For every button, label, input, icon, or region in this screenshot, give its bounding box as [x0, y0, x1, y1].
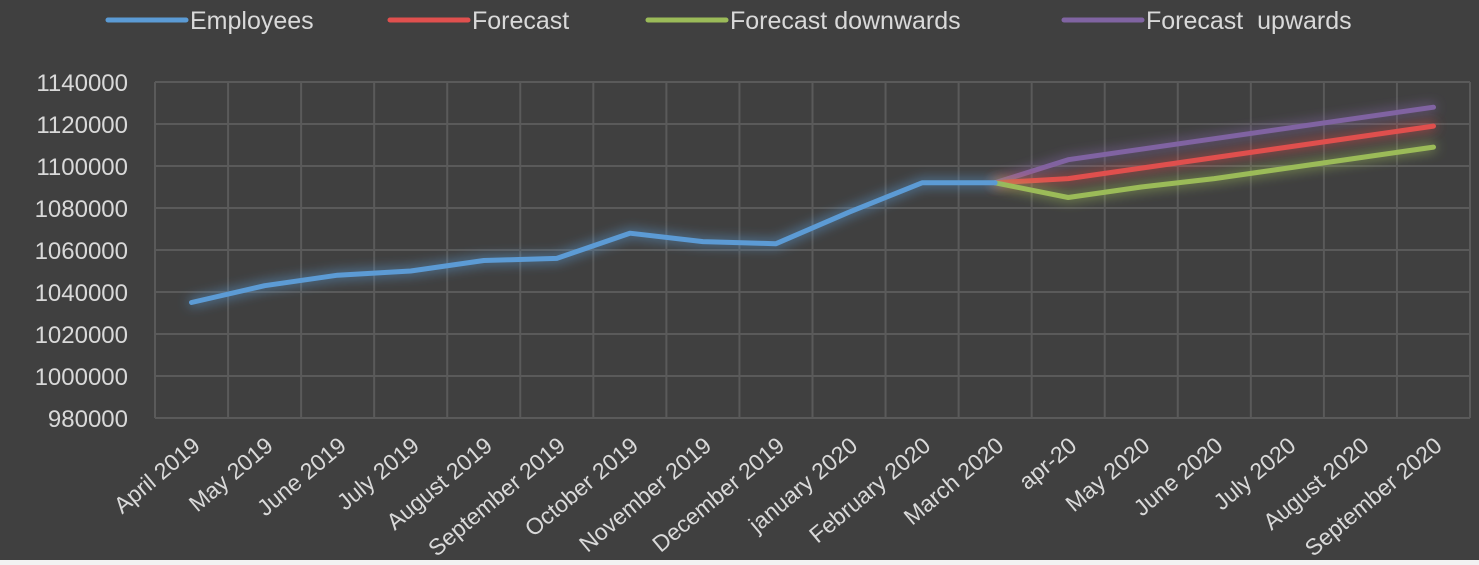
- series-line-forecast: [992, 123, 1436, 186]
- bottom-divider: [0, 560, 1479, 565]
- series-line-employees: [189, 180, 998, 305]
- legend-label-forecast-downwards: Forecast downwards: [730, 7, 961, 35]
- y-tick-label: 1100000: [36, 154, 128, 181]
- gridlines: [154, 81, 1471, 419]
- y-tick-label: 1060000: [35, 238, 128, 265]
- legend-label-employees: Employees: [190, 7, 314, 35]
- legend-label-forecast-upwards: Forecast upwards: [1146, 7, 1352, 35]
- y-axis: 1140000 1120000 1100000 1080000 1060000 10400…: [35, 70, 128, 433]
- y-tick-label: 1080000: [35, 196, 128, 223]
- y-tick-label: 1120000: [36, 112, 128, 139]
- y-tick-label: 1040000: [35, 280, 128, 307]
- legend-label-forecast: Forecast: [472, 7, 569, 35]
- y-tick-label: 980000: [48, 406, 128, 433]
- x-tick-label: apr-20: [1014, 432, 1082, 495]
- y-tick-label: 1140000: [36, 70, 128, 97]
- x-tick-label: December 2019: [647, 432, 789, 557]
- x-tick-label: November 2019: [574, 432, 716, 557]
- series-lines: [189, 104, 1436, 305]
- y-tick-label: 1000000: [35, 364, 128, 391]
- y-tick-label: 1020000: [35, 322, 128, 349]
- series-line-forecast-upwards: [992, 104, 1436, 186]
- series-line-forecast-downwards: [992, 144, 1436, 200]
- legend: Employees Forecast Forecast downwards Forec…: [105, 7, 1352, 35]
